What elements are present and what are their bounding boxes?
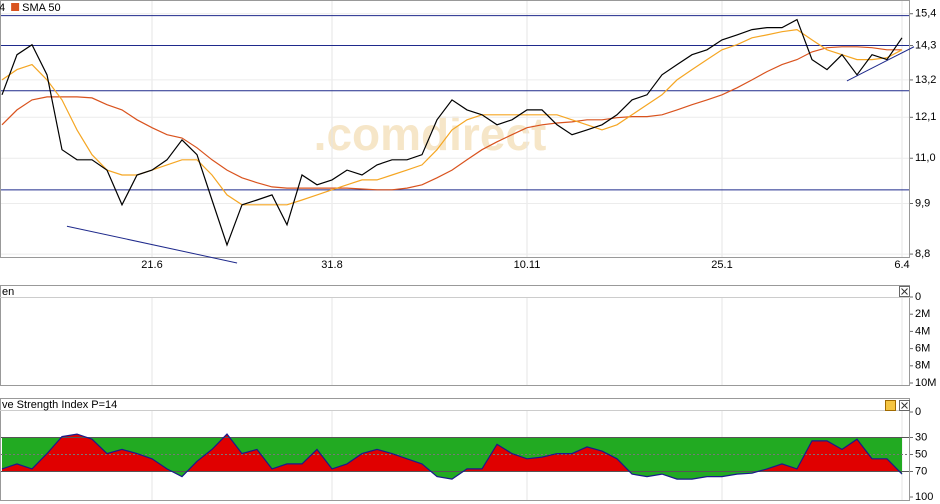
y-tick-label: 100 xyxy=(915,491,933,503)
x-tick-label: 6.4 xyxy=(894,259,909,271)
oversold-fill xyxy=(2,437,902,480)
y-tick-label: 4M xyxy=(915,325,930,337)
y-tick-label: 0 xyxy=(915,291,921,303)
trend-line xyxy=(846,46,915,82)
y-tick-label: 6M xyxy=(915,343,930,355)
rsi-title: ve Strength Index P=14 xyxy=(2,399,117,411)
line xyxy=(1,433,903,480)
y-tick-label: 13,2 xyxy=(915,74,936,86)
y-tick-label: 8,8 xyxy=(915,248,930,260)
legend-label: 4 xyxy=(0,2,5,14)
x-tick-label: 21.6 xyxy=(141,259,162,271)
legend-swatch xyxy=(11,3,20,11)
watermark: .comdirect xyxy=(314,108,547,160)
y-tick-label: 10M xyxy=(915,377,936,389)
settings-button[interactable] xyxy=(885,400,896,411)
y-tick-label: 2M xyxy=(915,308,930,320)
volume-panel xyxy=(0,285,910,386)
x-tick-label: 31.8 xyxy=(321,259,342,271)
trend-line xyxy=(66,225,238,264)
y-tick-label: 11,0 xyxy=(915,152,936,164)
y-tick-label: 15,4 xyxy=(915,8,936,20)
y-tick-label: 12,1 xyxy=(915,111,936,123)
close-icon xyxy=(901,402,908,409)
legend-label: SMA 50 xyxy=(22,2,61,14)
y-tick-label: 50 xyxy=(915,448,927,460)
close-icon xyxy=(901,288,908,295)
overbought-fill xyxy=(2,434,902,472)
line xyxy=(1,46,902,191)
y-tick-label: 9,9 xyxy=(915,197,930,209)
y-tick-label: 8M xyxy=(915,360,930,372)
y-tick-label: 70 xyxy=(915,465,927,477)
y-tick-label: 30 xyxy=(915,431,927,443)
x-tick-label: 10.11 xyxy=(514,259,541,271)
line xyxy=(1,18,903,247)
volume-title: en xyxy=(2,286,14,298)
x-tick-label: 25.1 xyxy=(711,259,732,271)
y-tick-label: 0 xyxy=(915,406,921,418)
y-tick-label: 14,3 xyxy=(915,39,936,51)
